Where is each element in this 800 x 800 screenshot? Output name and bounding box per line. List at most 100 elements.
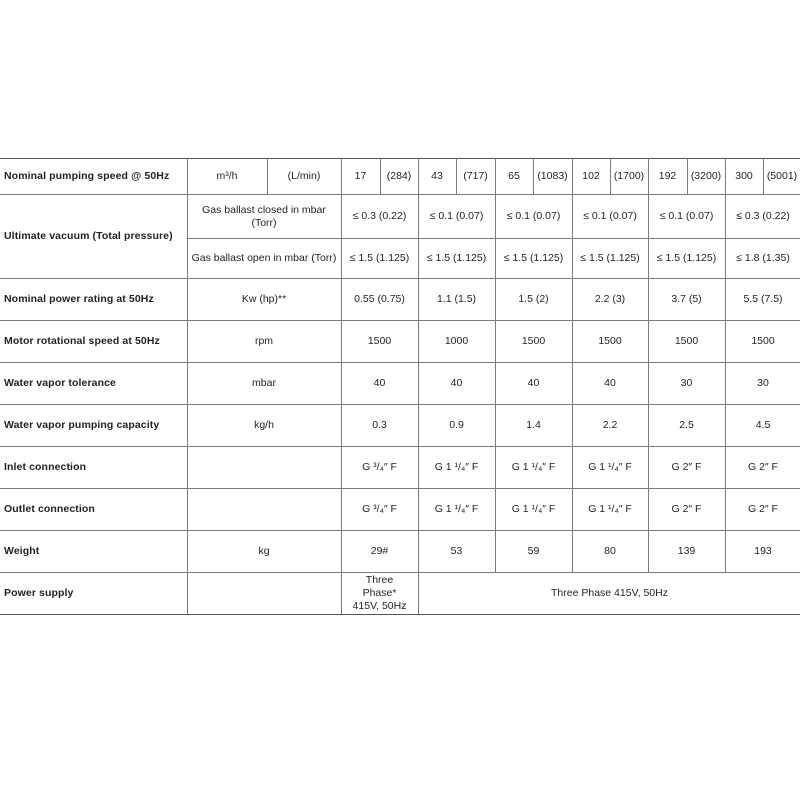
- table-row: Nominal power rating at 50Hz Kw (hp)** 0.5…: [0, 278, 800, 321]
- value-cell: ≤ 1.5 (1.125): [494, 238, 573, 279]
- value-cell: ≤ 0.1 (0.07): [417, 194, 496, 239]
- value-cell: G 1 ¹/₄″ F: [417, 446, 496, 489]
- value-cell: 2.2: [571, 404, 649, 447]
- speed-m3h-cell: 102: [571, 158, 611, 195]
- row-label: Motor rotational speed at 50Hz: [0, 320, 188, 363]
- value-cell: ≤ 0.3 (0.22): [724, 194, 800, 239]
- value-cell: 30: [724, 362, 800, 405]
- value-cell: 0.3: [340, 404, 419, 447]
- value-cell: G ³/₄″ F: [340, 446, 419, 489]
- speed-lmin-cell: (717): [455, 158, 496, 195]
- value-cell: ≤ 0.1 (0.07): [647, 194, 726, 239]
- speed-m3h-cell: 300: [724, 158, 764, 195]
- row-label: Outlet connection: [0, 488, 188, 531]
- unit-cell: [186, 446, 342, 489]
- value-cell: G 1 ¹/₄″ F: [571, 446, 649, 489]
- value-cell: 2.2 (3): [571, 278, 649, 321]
- unit-cell: (L/min): [266, 158, 342, 195]
- row-label: Ultimate vacuum (Total pressure): [0, 194, 188, 279]
- value-cell: ≤ 1.5 (1.125): [340, 238, 419, 279]
- value-cell: ≤ 0.3 (0.22): [340, 194, 419, 239]
- row-label: Water vapor pumping capacity: [0, 404, 188, 447]
- unit-cell: kg/h: [186, 404, 342, 447]
- value-cell: 1.4: [494, 404, 573, 447]
- value-cell: G 2″ F: [647, 488, 726, 531]
- value-cell: 2.5: [647, 404, 726, 447]
- speed-lmin-cell: (1700): [609, 158, 649, 195]
- unit-cell: Gas ballast closed in mbar (Torr): [186, 194, 342, 239]
- value-cell: 40: [494, 362, 573, 405]
- value-cell: G 1 ¹/₄″ F: [417, 488, 496, 531]
- speed-m3h-cell: 192: [647, 158, 688, 195]
- table-row: Weight kg 29# 53 59 80 139 193: [0, 530, 800, 573]
- value-cell: ≤ 1.8 (1.35): [724, 238, 800, 279]
- speed-lmin-cell: (5001): [762, 158, 800, 195]
- value-cell: 1500: [340, 320, 419, 363]
- value-cell: 30: [647, 362, 726, 405]
- value-cell: 1.5 (2): [494, 278, 573, 321]
- unit-cell: [186, 488, 342, 531]
- specification-table: Nominal pumping speed @ 50Hz m³/h (L/min) 1…: [0, 158, 800, 615]
- value-cell: G 1 ¹/₄″ F: [571, 488, 649, 531]
- value-cell: 1500: [724, 320, 800, 363]
- value-cell: 59: [494, 530, 573, 573]
- value-cell: ≤ 1.5 (1.125): [647, 238, 726, 279]
- speed-lmin-cell: (284): [379, 158, 419, 195]
- value-cell: G 1 ¹/₄″ F: [494, 446, 573, 489]
- value-cell: 40: [571, 362, 649, 405]
- speed-lmin-cell: (1083): [532, 158, 573, 195]
- unit-cell: m³/h: [186, 158, 268, 195]
- value-cell: G 2″ F: [724, 446, 800, 489]
- speed-m3h-cell: 43: [417, 158, 457, 195]
- table-row: Nominal pumping speed @ 50Hz m³/h (L/min) 1…: [0, 158, 800, 195]
- value-cell: G 2″ F: [724, 488, 800, 531]
- value-cell: 193: [724, 530, 800, 573]
- value-cell: 80: [571, 530, 649, 573]
- table-row: Water vapor pumping capacity kg/h 0.3 0.9 1.…: [0, 404, 800, 447]
- value-cell: ≤ 0.1 (0.07): [571, 194, 649, 239]
- row-label: Inlet connection: [0, 446, 188, 489]
- speed-lmin-cell: (3200): [686, 158, 726, 195]
- value-cell: 3.7 (5): [647, 278, 726, 321]
- speed-m3h-cell: 65: [494, 158, 534, 195]
- value-cell: 1500: [494, 320, 573, 363]
- value-cell: G ³/₄″ F: [340, 488, 419, 531]
- value-cell: 5.5 (7.5): [724, 278, 800, 321]
- value-cell: 1.1 (1.5): [417, 278, 496, 321]
- value-cell: 1500: [647, 320, 726, 363]
- unit-cell: kg: [186, 530, 342, 573]
- value-cell: 40: [340, 362, 419, 405]
- unit-cell: Gas ballast open in mbar (Torr): [187, 238, 342, 279]
- value-cell: 29#: [340, 530, 419, 573]
- row-label: Nominal power rating at 50Hz: [0, 278, 188, 321]
- value-cell: Three Phase 415V, 50Hz: [417, 572, 800, 615]
- unit-cell: rpm: [186, 320, 342, 363]
- value-cell: ≤ 1.5 (1.125): [571, 238, 649, 279]
- row-label: Water vapor tolerance: [0, 362, 188, 405]
- table-row: Motor rotational speed at 50Hz rpm 1500 100…: [0, 320, 800, 363]
- value-cell: ≤ 0.1 (0.07): [494, 194, 573, 239]
- value-cell: G 1 ¹/₄″ F: [494, 488, 573, 531]
- value-cell: Three Phase* 415V, 50Hz: [340, 572, 419, 615]
- value-cell: 40: [417, 362, 496, 405]
- table-row: Ultimate vacuum (Total pressure) Gas ball…: [0, 194, 800, 279]
- value-cell: 4.5: [724, 404, 800, 447]
- row-label: Nominal pumping speed @ 50Hz: [0, 158, 188, 195]
- value-cell: 1500: [571, 320, 649, 363]
- table-row: Power supply Three Phase* 415V, 50Hz Three…: [0, 572, 800, 615]
- value-cell: G 2″ F: [647, 446, 726, 489]
- unit-cell: [186, 572, 342, 615]
- value-cell: 53: [417, 530, 496, 573]
- value-cell: 1000: [417, 320, 496, 363]
- value-cell: 139: [647, 530, 726, 573]
- table-row: Water vapor tolerance mbar 40 40 40 40 30 30: [0, 362, 800, 405]
- unit-cell: mbar: [186, 362, 342, 405]
- unit-cell: Kw (hp)**: [186, 278, 342, 321]
- value-cell: 0.9: [417, 404, 496, 447]
- row-label: Power supply: [0, 572, 188, 615]
- value-cell: ≤ 1.5 (1.125): [417, 238, 496, 279]
- speed-m3h-cell: 17: [340, 158, 381, 195]
- row-label: Weight: [0, 530, 188, 573]
